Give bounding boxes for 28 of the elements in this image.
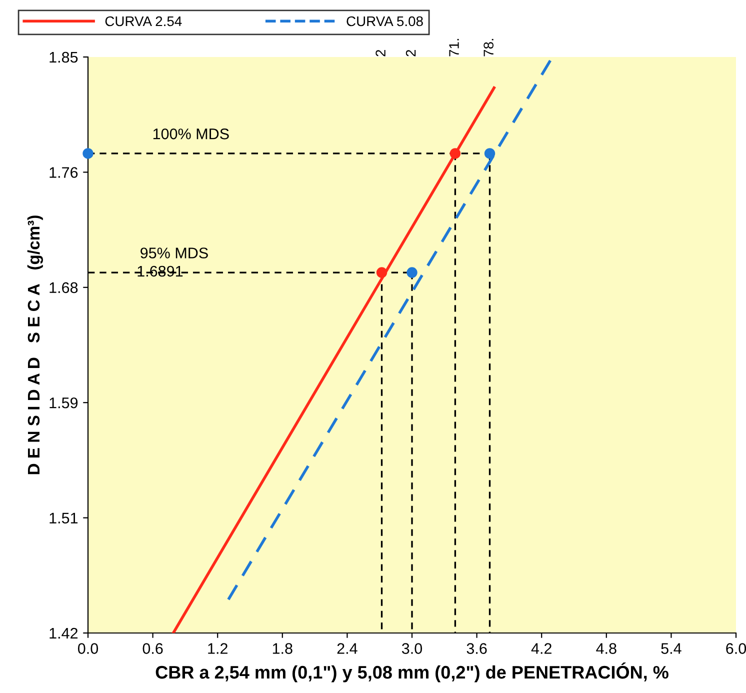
x-tick-label: 4.2 [531,643,552,654]
y-tick-label: 1.85 [50,52,78,63]
legend-label: CURVA 2.54 [105,16,182,26]
y-tick-label: 1.59 [50,397,78,408]
x-tick-label: 0.6 [142,643,163,654]
y-tick-label: 1.68 [50,282,78,294]
x-axis-title: CBR a 2,54 mm (0,1") y 5,08 mm (0,2") de PENETRACIÓN, % [156,662,668,682]
annotation: 100% MDS [153,128,229,140]
y-tick-label: 1.51 [50,512,78,524]
legend-label: CURVA 5.08 [346,16,423,26]
y-axis-title: D E N S I D A D S E C A (g/cm³) [27,216,43,474]
y-tick-label: 1.76 [50,167,78,178]
x-tick-label: 4.8 [596,643,616,654]
x-tick-label: 2.4 [337,643,358,654]
annotation: 1.6891 [138,266,183,277]
x-tick-label: 1.2 [208,643,228,654]
x-tick-label: 3.0 [402,643,422,654]
text: 2 [406,50,416,56]
x-tick-label: 5.4 [661,643,682,654]
x-tick-label: 0.0 [78,643,98,654]
x-tick-label: 1.8 [272,643,292,654]
text: 78. [484,38,494,56]
annotation: 95% MDS [140,248,208,258]
x-tick-label: 6.0 [726,643,746,654]
text: 71. [449,38,459,56]
x-tick-label: 3.6 [466,643,487,654]
text: 2 [376,50,386,56]
y-tick-label: 1.42 [50,628,78,639]
